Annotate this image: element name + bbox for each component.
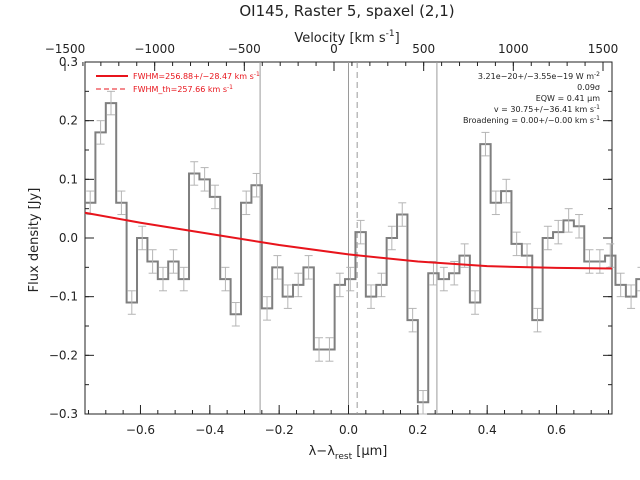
legend: FWHM=256.88+/−28.47 km s-1 FWHM_th=257.6…	[96, 71, 260, 94]
x-axis-label: λ−λrest [μm]	[309, 444, 388, 462]
y-axis-label: Flux density [Jy]	[27, 188, 42, 293]
annotation-line: 0.09σ	[577, 83, 600, 92]
y-tick-label: 0.0	[59, 231, 78, 245]
annotations: 3.21e−20+/−3.55e−19 W m-2 0.09σ EQW = 0.41…	[463, 71, 600, 125]
top-tick-label: 500	[412, 42, 435, 56]
y-tick-label: −0.3	[49, 407, 78, 421]
x-tick-label: −0.2	[265, 423, 294, 437]
spectrum-series	[85, 90, 640, 415]
annotation-line: v = 30.75+/−36.41 km s-1	[494, 104, 600, 114]
guide-lines	[259, 62, 438, 414]
axis-ticks: −0.6 −0.4 −0.2 0.0 0.2 0.4 0.6 −0.3 −0.2 −0.1 0.0 0…	[45, 42, 619, 437]
top-tick-label: −500	[228, 42, 261, 56]
top-tick-label: 0	[330, 42, 338, 56]
top-tick-label: 1500	[588, 42, 619, 56]
top-tick-label: 1000	[498, 42, 529, 56]
legend-th-label: FWHM_th=257.66 km s-1	[133, 84, 233, 94]
legend-fit-label: FWHM=256.88+/−28.47 km s-1	[133, 71, 260, 81]
annotation-line: Broadening = 0.00+/−0.00 km s-1	[463, 115, 600, 125]
x-tick-label: 0.0	[339, 423, 358, 437]
y-tick-label: 0.3	[59, 55, 78, 69]
fit-series	[84, 211, 613, 270]
y-tick-label: −0.2	[49, 348, 78, 362]
y-tick-label: 0.1	[59, 172, 78, 186]
top-tick-label: −1000	[134, 42, 175, 56]
x-tick-label: −0.4	[195, 423, 224, 437]
x-tick-label: 0.2	[408, 423, 427, 437]
annotation-line: 3.21e−20+/−3.55e−19 W m-2	[478, 71, 600, 81]
top-axis-label: Velocity [km s-1]	[294, 29, 399, 46]
annotation-line: EQW = 0.41 μm	[536, 94, 600, 103]
spectrum-line	[85, 102, 640, 404]
y-tick-label: 0.2	[59, 114, 78, 128]
fit-line	[84, 211, 613, 270]
chart-title: OI145, Raster 5, spaxel (2,1)	[239, 2, 454, 20]
x-tick-label: 0.4	[478, 423, 497, 437]
y-tick-label: −0.1	[49, 290, 78, 304]
top-tick-label: −1500	[45, 42, 86, 56]
x-tick-label: 0.6	[547, 423, 566, 437]
x-tick-label: −0.6	[126, 423, 155, 437]
